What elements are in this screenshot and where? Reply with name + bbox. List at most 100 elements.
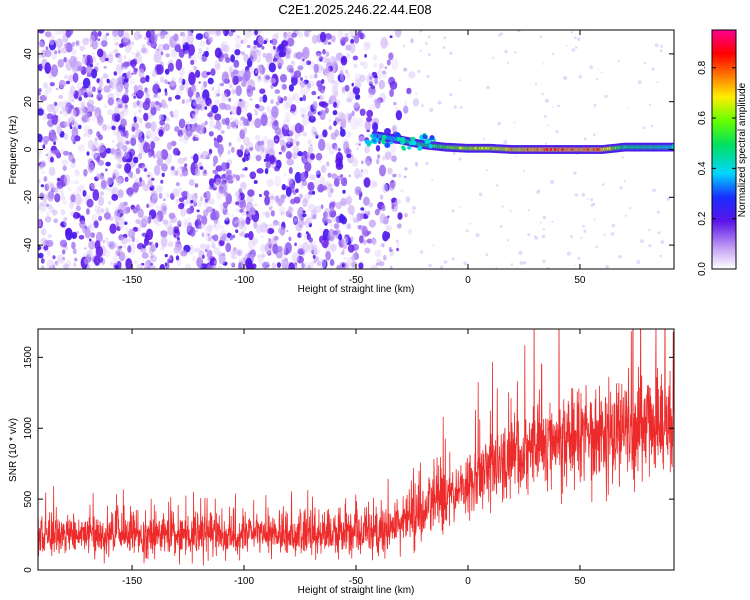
spectrogram-noise-blob: [136, 239, 139, 243]
spectrogram-noise-blob: [352, 86, 360, 95]
spectrogram-noise-blob: [300, 57, 308, 67]
signal-onset-blob: [369, 134, 374, 138]
spectrogram-speckle: [415, 92, 418, 95]
spectrogram-noise-blob: [309, 74, 314, 80]
spectrogram-noise-blob: [200, 154, 204, 159]
spectrogram-noise-blob: [334, 81, 339, 87]
spectrogram-noise-blob: [160, 76, 165, 83]
spectrogram-speckle: [636, 260, 641, 265]
spectrogram-noise-blob: [320, 66, 325, 71]
spectrogram-noise-blob: [340, 74, 345, 82]
spectrogram-noise-blob: [115, 163, 120, 169]
spectrogram-speckle: [578, 75, 582, 79]
spectrogram-noise-blob: [70, 180, 74, 184]
spectrogram-noise-blob: [97, 115, 104, 126]
spectrogram-noise-blob: [217, 83, 221, 89]
spectrogram-noise-blob: [150, 141, 156, 150]
spectrogram-noise-blob: [118, 218, 125, 230]
spectrogram-noise-blob: [228, 179, 234, 184]
spectrogram-speckle: [459, 106, 463, 109]
spectrogram-noise-blob: [190, 199, 194, 204]
spectrogram-noise-blob: [234, 49, 241, 56]
spectrogram-noise-blob: [238, 258, 244, 264]
spectrogram-speckle: [604, 94, 608, 98]
spectrogram-noise-blob: [302, 220, 307, 225]
spectrogram-speckle: [478, 192, 483, 197]
spectrogram-noise-blob: [366, 160, 371, 167]
spectrogram-noise-blob: [127, 146, 131, 151]
spectrogram-speckle: [648, 244, 652, 248]
spectrogram-noise-blob: [41, 170, 45, 175]
spectrogram-noise-blob: [230, 117, 233, 120]
spectrogram-noise-blob: [38, 179, 41, 183]
spectrogram-noise-blob: [231, 146, 235, 153]
spectrogram-noise-blob: [337, 111, 345, 121]
spectrogram-noise-blob: [111, 188, 116, 194]
spectrogram-noise-blob: [282, 118, 290, 130]
spectrogram-noise-blob: [307, 216, 313, 221]
spectrogram-noise-blob: [42, 112, 48, 121]
spectrogram-noise-blob: [155, 219, 161, 227]
spectrogram-noise-blob: [112, 255, 118, 264]
spectrogram-noise-blob: [53, 141, 56, 146]
spectrogram-noise-blob: [188, 72, 196, 86]
spectrogram-noise-blob: [292, 92, 300, 102]
spectrogram-noise-blob: [141, 262, 145, 266]
spectrogram-noise-blob: [39, 95, 47, 102]
spectrogram-noise-blob: [172, 147, 180, 156]
spectrogram-noise-blob: [114, 106, 120, 115]
signal-onset-blob: [401, 145, 405, 150]
spectrogram-noise-blob: [391, 124, 398, 133]
spectrogram-noise-blob: [178, 48, 185, 58]
spectrogram-noise-blob: [143, 237, 150, 246]
spectrogram-speckle: [570, 31, 574, 34]
spectrogram-noise-blob: [263, 190, 270, 197]
spectrogram-noise-blob: [123, 61, 129, 68]
spectrogram-noise-blob: [105, 168, 108, 172]
spectrogram-noise-blob: [209, 185, 214, 190]
spectrogram-noise-blob: [231, 262, 236, 268]
spectrogram-speckle: [431, 178, 434, 181]
spectrogram-noise-blob: [213, 260, 217, 265]
spectrogram-noise-blob: [219, 239, 225, 246]
spectrogram-speckle: [492, 56, 495, 59]
spectrogram-noise-blob: [98, 80, 104, 88]
spectrogram-noise-blob: [205, 47, 209, 50]
spectrogram-noise-blob: [295, 140, 300, 146]
spectrogram-noise-blob: [341, 177, 348, 187]
spectrogram-noise-blob: [74, 170, 81, 177]
spectrogram-noise-blob: [337, 73, 346, 83]
spectrogram-noise-blob: [379, 213, 386, 224]
spectrogram-noise-blob: [374, 77, 379, 85]
spectrogram-noise-blob: [168, 241, 174, 248]
spectrogram-noise-blob: [272, 161, 277, 167]
spectrogram-y-label: Frequency (Hz): [8, 116, 19, 185]
spectrogram-noise-blob: [138, 68, 145, 78]
spectrogram-speckle: [495, 184, 499, 187]
spectrogram-noise-blob: [68, 151, 72, 156]
spectrogram-noise-blob: [195, 69, 201, 78]
spectrogram-noise-blob: [330, 243, 338, 252]
snr-marks: [38, 329, 674, 566]
spectrogram-noise-blob: [368, 219, 376, 228]
spectrogram-speckle: [648, 228, 651, 232]
spectrogram-noise-blob: [143, 36, 148, 41]
spectrogram-noise-blob: [209, 198, 216, 205]
spectrogram-noise-blob: [175, 58, 183, 71]
spectrogram-noise-blob: [155, 150, 163, 159]
spectrogram-noise-blob: [186, 193, 194, 206]
spectrogram-noise-blob: [276, 245, 283, 253]
spectrogram-noise-blob: [344, 84, 350, 92]
spectrogram-noise-blob: [165, 53, 170, 58]
spectrogram-x-tick-label: -150: [122, 275, 142, 286]
spectrogram-noise-blob: [211, 243, 216, 249]
spectrogram-noise-blob: [186, 120, 190, 126]
spectrogram-noise-blob: [138, 109, 142, 113]
spectrogram-noise-blob: [343, 36, 349, 43]
spectrogram-noise-blob: [160, 246, 165, 252]
spectrogram-noise-blob: [378, 62, 384, 70]
spectrogram-noise-blob: [307, 203, 316, 213]
spectrogram-noise-blob: [281, 196, 285, 204]
spectrogram-speckle: [551, 52, 555, 56]
spectrogram-noise-blob: [83, 257, 90, 265]
